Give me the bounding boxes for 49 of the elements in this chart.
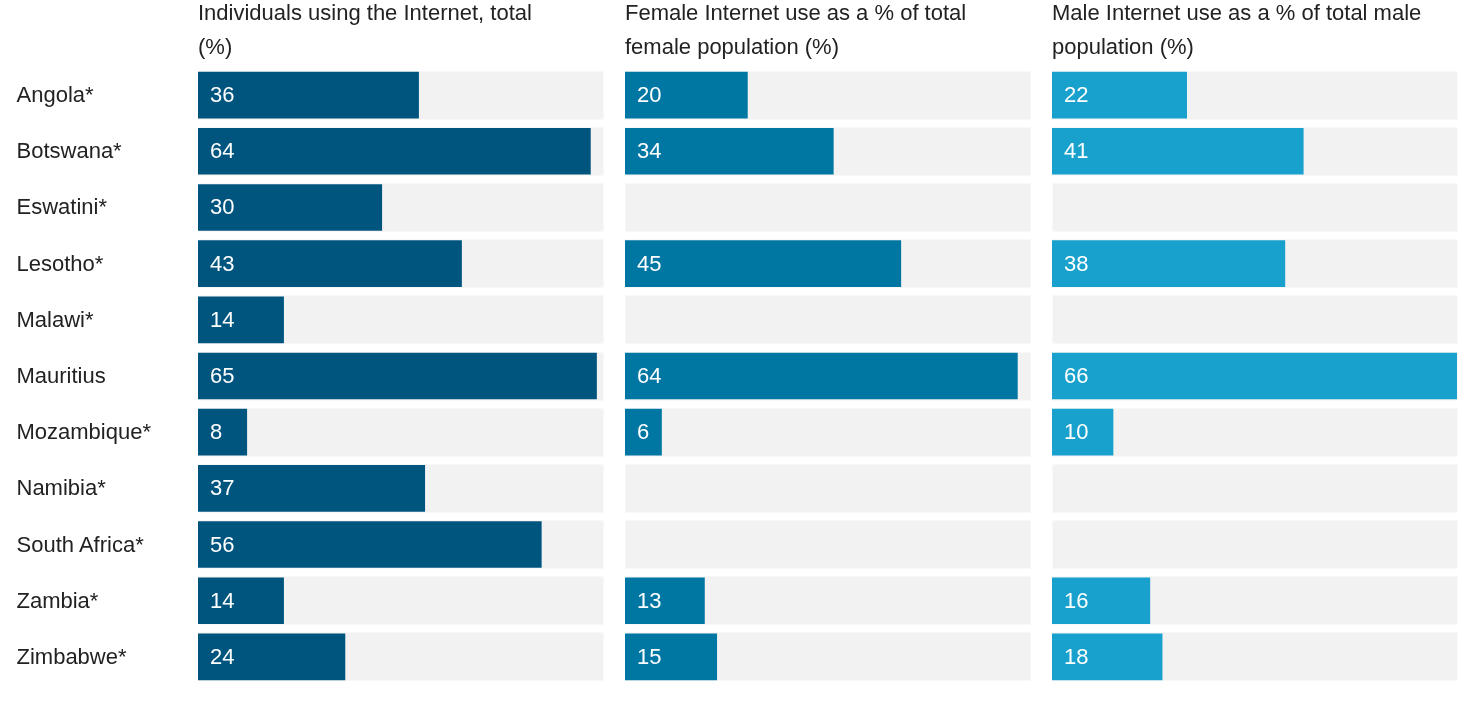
data-label: 15 <box>637 643 662 669</box>
bar <box>1052 577 1151 625</box>
bar <box>1052 408 1114 456</box>
data-label: 8 <box>210 419 223 445</box>
bar <box>198 408 248 456</box>
data-label: 18 <box>1064 643 1089 669</box>
data-label: 14 <box>210 587 235 613</box>
bar <box>625 633 718 681</box>
data-label: 24 <box>210 643 235 669</box>
chart-title: Female Internet use as a % of total female population (%) <box>625 0 967 59</box>
data-label: 10 <box>1064 419 1089 445</box>
data-label: 45 <box>637 250 662 276</box>
y-tick-label: Mauritius <box>16 363 106 388</box>
data-label: 41 <box>1064 138 1089 164</box>
data-label: 20 <box>637 82 662 108</box>
y-tick-label: Zimbabwe* <box>16 643 127 669</box>
data-label: 34 <box>637 138 662 164</box>
bar <box>198 296 284 344</box>
data-label: 16 <box>1064 587 1089 613</box>
y-tick-label: Malawi* <box>16 306 94 332</box>
y-tick-label: South Africa* <box>16 531 145 557</box>
y-tick-label: Zambia* <box>16 587 99 613</box>
y-tick-label: Angola* <box>16 82 94 108</box>
data-label: 37 <box>210 475 235 501</box>
data-label: 13 <box>637 587 662 613</box>
y-tick-label: Lesotho* <box>16 250 104 276</box>
data-label: 43 <box>210 250 235 276</box>
data-label: 56 <box>210 531 235 557</box>
bar <box>625 577 705 625</box>
data-label: 66 <box>1064 363 1089 388</box>
data-label: 64 <box>210 138 235 164</box>
y-tick-label: Botswana* <box>16 138 123 164</box>
data-label: 14 <box>210 306 235 332</box>
bar <box>625 408 662 456</box>
data-label: 65 <box>210 363 235 388</box>
data-label: 64 <box>637 363 662 388</box>
chart-title: Individuals using the Internet, total (%) <box>198 0 532 59</box>
data-label: 38 <box>1064 250 1089 276</box>
bar <box>625 71 748 119</box>
data-label: 6 <box>637 419 650 445</box>
data-label: 36 <box>210 82 235 108</box>
bar <box>1052 633 1163 681</box>
y-tick-label: Namibia* <box>16 475 107 501</box>
data-label: 30 <box>210 194 235 220</box>
chart-title: Male Internet use as a % of total male population (%) <box>1052 0 1422 59</box>
y-tick-label: Eswatini* <box>16 194 108 220</box>
data-label: 22 <box>1064 82 1089 108</box>
bar <box>198 577 284 625</box>
y-tick-label: Mozambique* <box>16 419 152 445</box>
